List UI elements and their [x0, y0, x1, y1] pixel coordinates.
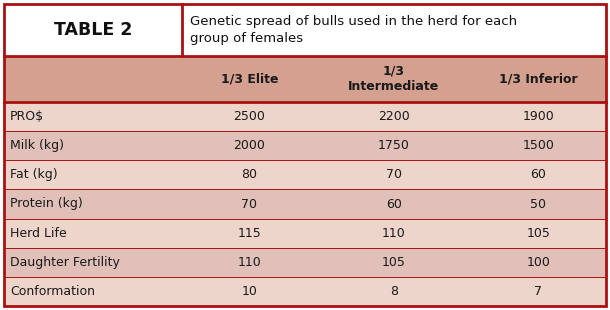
Text: 8: 8 [390, 285, 398, 298]
Text: Fat (kg): Fat (kg) [10, 168, 57, 181]
Text: 105: 105 [526, 227, 550, 240]
Text: Daughter Fertility: Daughter Fertility [10, 256, 120, 269]
Text: 7: 7 [534, 285, 542, 298]
Bar [4, 4, 182, 56]
Text: 10: 10 [242, 285, 257, 298]
Text: Milk (kg): Milk (kg) [10, 139, 64, 152]
Text: Genetic spread of bulls used in the herd for each
group of females: Genetic spread of bulls used in the herd… [190, 15, 517, 45]
Text: 2500: 2500 [234, 110, 265, 123]
Bar [4, 189, 606, 219]
Bar [4, 131, 606, 160]
Text: 2000: 2000 [234, 139, 265, 152]
Bar [4, 248, 606, 277]
Text: 1/3 Elite: 1/3 Elite [221, 73, 278, 86]
Bar [4, 277, 606, 306]
Text: Herd Life: Herd Life [10, 227, 66, 240]
Text: 70: 70 [242, 197, 257, 210]
Bar [4, 56, 606, 102]
Text: 1750: 1750 [378, 139, 410, 152]
Text: TABLE 2: TABLE 2 [54, 21, 132, 39]
Text: 1/3 Inferior: 1/3 Inferior [499, 73, 578, 86]
Bar [182, 4, 606, 56]
Bar [4, 102, 606, 131]
Text: 70: 70 [386, 168, 402, 181]
Text: 100: 100 [526, 256, 550, 269]
Text: 105: 105 [382, 256, 406, 269]
Bar [4, 160, 606, 189]
Text: 80: 80 [242, 168, 257, 181]
Text: 1500: 1500 [522, 139, 554, 152]
Text: Conformation: Conformation [10, 285, 95, 298]
Bar [4, 219, 606, 248]
Text: 60: 60 [530, 168, 546, 181]
Text: 110: 110 [382, 227, 406, 240]
Text: 110: 110 [237, 256, 261, 269]
Text: PRO$: PRO$ [10, 110, 44, 123]
Text: 60: 60 [386, 197, 402, 210]
Text: 1900: 1900 [522, 110, 554, 123]
Text: 50: 50 [530, 197, 547, 210]
Text: 1/3
Intermediate: 1/3 Intermediate [348, 65, 439, 93]
Text: 115: 115 [237, 227, 261, 240]
Text: Protein (kg): Protein (kg) [10, 197, 83, 210]
Text: 2200: 2200 [378, 110, 410, 123]
